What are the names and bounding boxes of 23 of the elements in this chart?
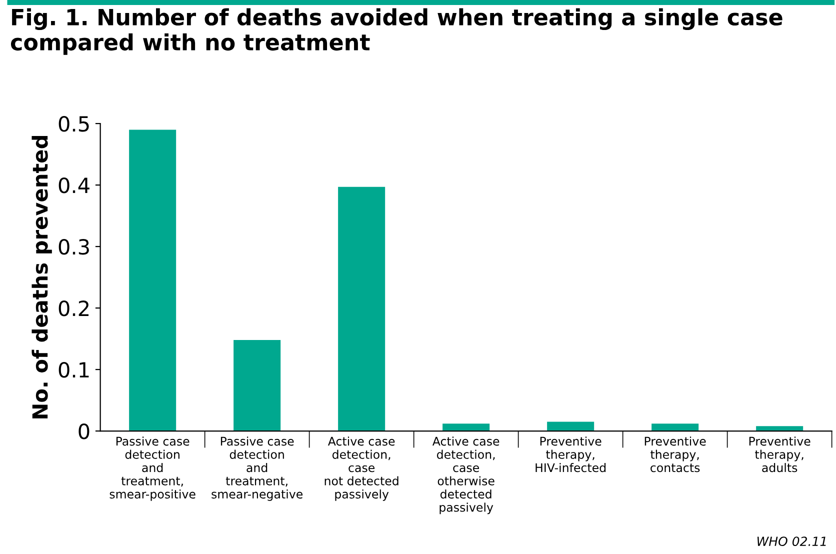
y-tick-label: 0 xyxy=(78,423,90,440)
bar xyxy=(234,340,281,432)
bar xyxy=(338,186,386,432)
chart-title: Fig. 1. Number of deaths avoided when treating a single case compared with no treatment xyxy=(10,8,782,55)
y-axis-title: No. of deaths prevented xyxy=(32,136,52,418)
bar xyxy=(129,130,176,432)
x-tick-label: Passive case detection and treatment, smear-negative xyxy=(212,436,303,501)
bar xyxy=(756,426,804,432)
y-tick-label: 0.5 xyxy=(58,116,89,132)
x-tick-label: Preventive therapy, HIV-infected xyxy=(536,436,606,472)
x-tick-label: Passive case detection and treatment, smear-positive xyxy=(110,436,196,501)
x-tick-label: Preventive therapy, adults xyxy=(749,436,810,472)
x-tick-label: Active case detection, case otherwise detected passively xyxy=(432,436,500,514)
bar xyxy=(442,424,490,432)
bar xyxy=(547,422,594,432)
y-tick-label: 0.2 xyxy=(58,300,89,316)
x-tick-label: Preventive therapy, contacts xyxy=(644,436,706,472)
y-tick-label: 0.1 xyxy=(58,362,89,378)
x-tick-label: Active case detection, case not detected passively xyxy=(324,436,398,501)
y-tick-label: 0.3 xyxy=(58,238,89,255)
text: WHO 02.11 xyxy=(757,536,826,546)
y-tick-label: 0.4 xyxy=(58,177,90,194)
bar xyxy=(652,424,699,432)
